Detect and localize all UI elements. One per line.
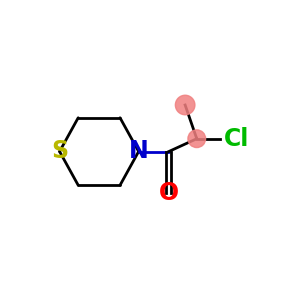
Circle shape (188, 130, 206, 148)
Text: S: S (51, 140, 68, 164)
Text: Cl: Cl (224, 127, 249, 151)
Text: N: N (129, 140, 148, 164)
Text: O: O (159, 181, 179, 205)
Circle shape (176, 95, 195, 115)
